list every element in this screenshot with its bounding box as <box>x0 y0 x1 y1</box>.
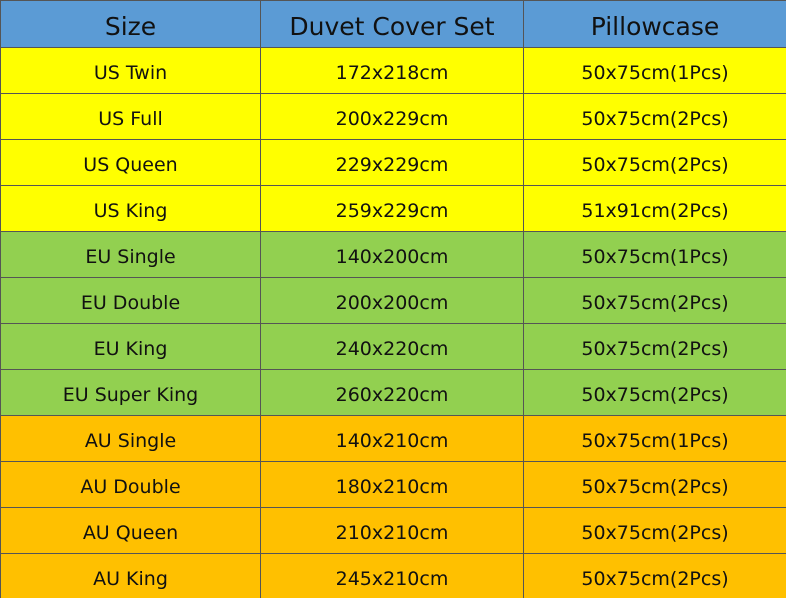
table-row: AU Single 140x210cm 50x75cm(1Pcs) <box>0 415 786 462</box>
table-cell: 259x229cm <box>260 185 524 232</box>
table-cell: 50x75cm(2Pcs) <box>523 553 786 598</box>
table-row: EU King 240x220cm 50x75cm(2Pcs) <box>0 323 786 370</box>
table-row: AU Queen 210x210cm 50x75cm(2Pcs) <box>0 507 786 554</box>
table-cell: 50x75cm(2Pcs) <box>523 507 786 554</box>
table-cell: 50x75cm(2Pcs) <box>523 139 786 186</box>
table-cell: US Full <box>0 93 261 140</box>
table-cell: EU Double <box>0 277 261 324</box>
table-cell: AU Single <box>0 415 261 462</box>
table-body: US Twin 172x218cm 50x75cm(1Pcs) US Full 200x… <box>0 47 786 598</box>
table-cell: US King <box>0 185 261 232</box>
table-cell: 50x75cm(2Pcs) <box>523 323 786 370</box>
table-cell: 245x210cm <box>260 553 524 598</box>
table-cell: 51x91cm(2Pcs) <box>523 185 786 232</box>
table-cell: AU King <box>0 553 261 598</box>
table-row: US Twin 172x218cm 50x75cm(1Pcs) <box>0 47 786 94</box>
table-cell: EU King <box>0 323 261 370</box>
table-row: EU Super King 260x220cm 50x75cm(2Pcs) <box>0 369 786 416</box>
table-cell: 50x75cm(2Pcs) <box>523 369 786 416</box>
table-cell: 140x210cm <box>260 415 524 462</box>
table-cell: 200x229cm <box>260 93 524 140</box>
table-cell: 240x220cm <box>260 323 524 370</box>
table-cell: 50x75cm(1Pcs) <box>523 47 786 94</box>
table-cell: AU Double <box>0 461 261 508</box>
table-cell: US Queen <box>0 139 261 186</box>
table-cell: 180x210cm <box>260 461 524 508</box>
table-cell: EU Single <box>0 231 261 278</box>
table-row: EU Double 200x200cm 50x75cm(2Pcs) <box>0 277 786 324</box>
table-cell: 229x229cm <box>260 139 524 186</box>
table-row: US Full 200x229cm 50x75cm(2Pcs) <box>0 93 786 140</box>
table-cell: 210x210cm <box>260 507 524 554</box>
table-cell: 50x75cm(2Pcs) <box>523 461 786 508</box>
table-cell: 200x200cm <box>260 277 524 324</box>
table-cell: 50x75cm(2Pcs) <box>523 277 786 324</box>
table-cell: 50x75cm(1Pcs) <box>523 415 786 462</box>
header-cell: Size <box>0 0 261 48</box>
table-cell: US Twin <box>0 47 261 94</box>
header-row: Size Duvet Cover Set Pillowcase <box>0 0 786 48</box>
table-cell: 50x75cm(1Pcs) <box>523 231 786 278</box>
table-row: AU King 245x210cm 50x75cm(2Pcs) <box>0 553 786 598</box>
table-cell: 140x200cm <box>260 231 524 278</box>
table-cell: 50x75cm(2Pcs) <box>523 93 786 140</box>
table-cell: AU Queen <box>0 507 261 554</box>
header-cell: Pillowcase <box>523 0 786 48</box>
header-cell: Duvet Cover Set <box>260 0 524 48</box>
table-cell: 260x220cm <box>260 369 524 416</box>
table-row: US King 259x229cm 51x91cm(2Pcs) <box>0 185 786 232</box>
table-row: AU Double 180x210cm 50x75cm(2Pcs) <box>0 461 786 508</box>
table-cell: EU Super King <box>0 369 261 416</box>
table-row: US Queen 229x229cm 50x75cm(2Pcs) <box>0 139 786 186</box>
table-cell: 172x218cm <box>260 47 524 94</box>
table-row: EU Single 140x200cm 50x75cm(1Pcs) <box>0 231 786 278</box>
